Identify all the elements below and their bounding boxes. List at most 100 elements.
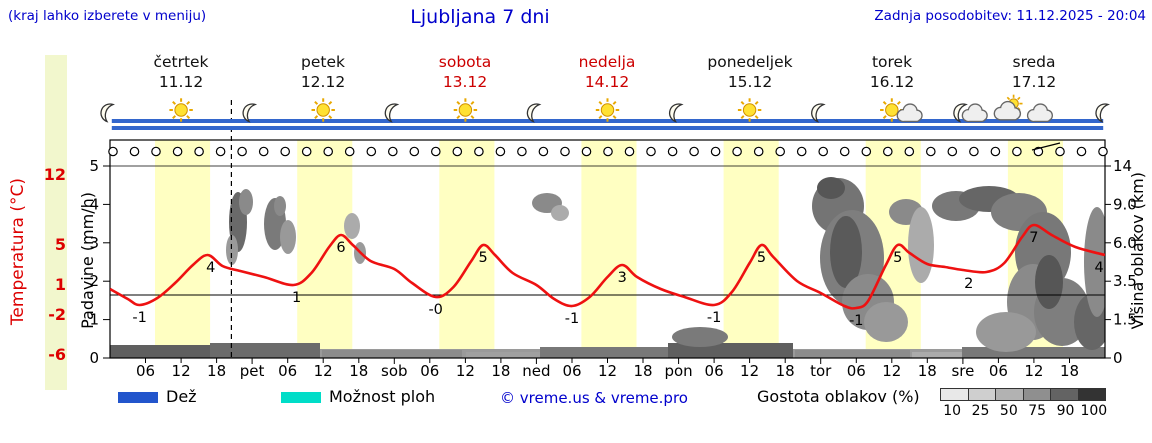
left-color-strip: [45, 55, 67, 390]
svg-text:06: 06: [136, 362, 155, 380]
svg-text:1: 1: [292, 290, 301, 306]
svg-text:5: 5: [55, 235, 66, 254]
svg-text:pon: pon: [664, 362, 692, 380]
cloud-density-blobs: [110, 177, 1105, 358]
precipitation-axis-label: Padavine (mm/h): [78, 192, 97, 329]
svg-text:3: 3: [89, 234, 99, 252]
sun-icon: [311, 98, 335, 122]
moon-icon: [1095, 103, 1110, 123]
svg-text:5: 5: [893, 250, 902, 266]
rain-legend-label: Dež: [166, 387, 197, 406]
svg-text:-0: -0: [428, 302, 442, 318]
svg-text:5: 5: [757, 250, 766, 266]
svg-text:12: 12: [314, 362, 333, 380]
density-scale-segment: [968, 389, 996, 400]
density-scale-segment: [1051, 389, 1079, 400]
svg-text:tor: tor: [810, 362, 832, 380]
density-scale-value: 90: [1056, 403, 1075, 419]
svg-text:4: 4: [89, 195, 99, 213]
svg-text:2: 2: [964, 276, 973, 292]
cloud-icon: [896, 103, 923, 123]
svg-text:6: 6: [336, 240, 345, 256]
svg-text:06: 06: [705, 362, 724, 380]
svg-text:18: 18: [207, 362, 226, 380]
rain-legend-swatch: [118, 392, 158, 403]
sun-icon: [595, 98, 620, 122]
svg-text:06: 06: [989, 362, 1008, 380]
moon-icon: [668, 103, 684, 123]
cloud-density-scale-values: 10 25 50 75 90 100: [938, 403, 1108, 419]
svg-text:7: 7: [1029, 230, 1038, 246]
svg-text:4: 4: [1094, 260, 1103, 276]
density-scale-segment: [1023, 389, 1051, 400]
svg-text:12: 12: [882, 362, 901, 380]
svg-text:06: 06: [420, 362, 439, 380]
density-scale-value: 100: [1080, 403, 1108, 419]
cloud-icon: [961, 103, 988, 123]
svg-text:18: 18: [633, 362, 652, 380]
sun-icon: [169, 98, 193, 122]
moon-icon: [384, 103, 400, 123]
cloud-cover-circles: [108, 146, 1108, 157]
svg-text:06: 06: [847, 362, 866, 380]
density-scale-value: 50: [999, 403, 1018, 419]
moon-icon: [100, 103, 115, 123]
svg-text:1.5: 1.5: [1113, 311, 1137, 329]
cloud-height-axis-ticks: 14 9.0 6.0 3.5 1.5 0: [1105, 157, 1137, 367]
svg-text:5: 5: [478, 250, 487, 266]
temperature-axis-ticks: 12 5 1 -2 -6: [44, 165, 66, 364]
density-scale-value: 25: [971, 403, 990, 419]
svg-text:1: 1: [89, 311, 99, 329]
moon-icon: [242, 103, 258, 123]
cloud-icon: [1026, 103, 1053, 123]
density-scale-segment: [1078, 389, 1105, 400]
x-axis-labels: 06 12 18 pet 06 12 18 sob 06 12 18 ned 06 12 18 pon 06 12…: [136, 358, 1079, 380]
svg-text:06: 06: [278, 362, 297, 380]
svg-text:sre: sre: [951, 362, 974, 380]
sun-icon: [737, 98, 762, 122]
svg-text:-1: -1: [565, 311, 579, 327]
cloud-density-scale: [940, 388, 1106, 401]
credit-link[interactable]: © vreme.us & vreme.pro: [500, 389, 688, 407]
svg-text:pet: pet: [240, 362, 265, 380]
svg-text:12: 12: [598, 362, 617, 380]
svg-text:12: 12: [740, 362, 759, 380]
page-title: Ljubljana 7 dni: [410, 6, 550, 28]
svg-text:ned: ned: [522, 362, 550, 380]
svg-text:sob: sob: [381, 362, 408, 380]
moon-icon: [811, 103, 826, 123]
svg-text:5: 5: [89, 157, 99, 175]
svg-text:-1: -1: [132, 310, 146, 326]
svg-text:3.5: 3.5: [1113, 272, 1137, 290]
showers-legend-label: Možnost ploh: [329, 387, 436, 406]
sun-icon: [453, 98, 478, 122]
location-menu-hint: (kraj lahko izberete v meniju): [8, 8, 207, 24]
density-scale-segment: [996, 389, 1024, 400]
svg-text:18: 18: [776, 362, 795, 380]
cloud-density-label: Gostota oblakov (%): [757, 387, 920, 406]
svg-text:3: 3: [618, 270, 627, 286]
marker-line: [1031, 142, 1061, 151]
svg-text:1: 1: [55, 275, 66, 294]
density-scale-segment: [941, 389, 969, 400]
last-update-text: Zadnja posodobitev: 11.12.2025 - 20:04: [874, 8, 1146, 24]
density-scale-value: 75: [1028, 403, 1047, 419]
svg-text:-6: -6: [48, 345, 66, 364]
temperature-axis-label: Temperatura (°C): [8, 178, 28, 326]
svg-text:12: 12: [1024, 362, 1043, 380]
svg-text:18: 18: [1060, 362, 1079, 380]
svg-text:2: 2: [89, 272, 99, 290]
cloud-height-axis-label: Višina oblakov (km): [1128, 172, 1147, 330]
svg-text:06: 06: [562, 362, 581, 380]
sun-behind-cloud-icon: [993, 94, 1023, 121]
svg-text:12: 12: [44, 165, 66, 184]
svg-text:-2: -2: [48, 305, 66, 324]
moon-icon: [953, 103, 968, 123]
svg-text:0: 0: [89, 349, 99, 367]
showers-legend-swatch: [281, 392, 321, 403]
temperature-point-labels: -1 4 1 6 -0 5 -1 3 -1 5 -1 5 2 7 4: [132, 230, 1103, 329]
svg-text:4: 4: [206, 260, 215, 276]
temperature-line: [110, 223, 1105, 310]
